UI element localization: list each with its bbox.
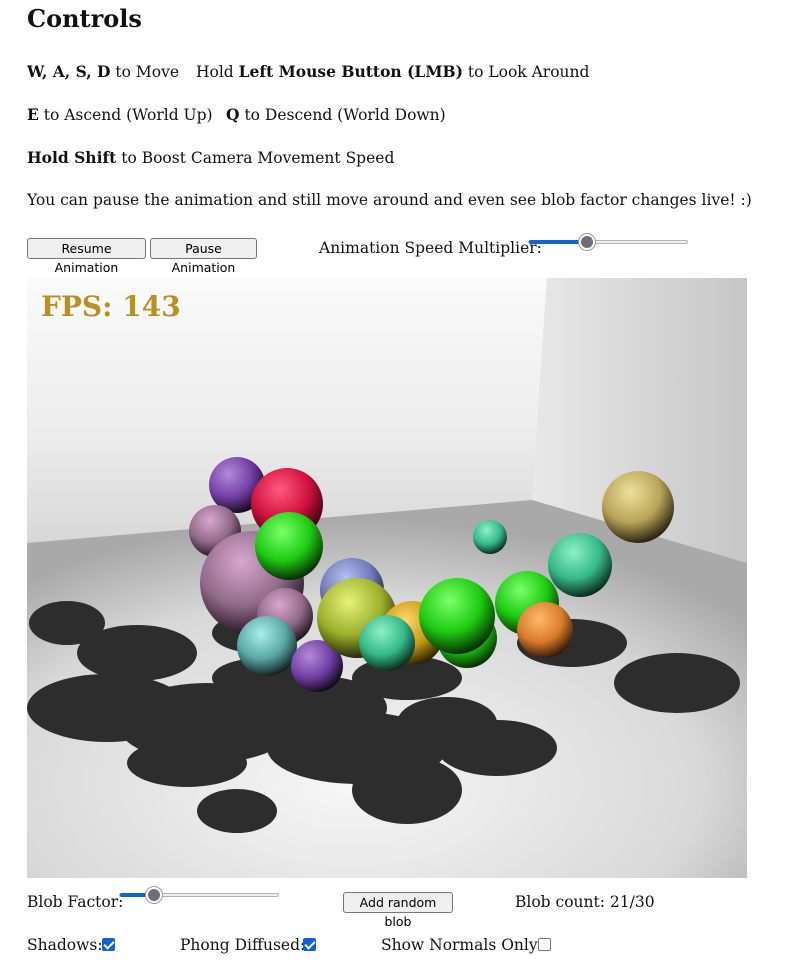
move-instructions: W, A, S, D to Move (27, 62, 179, 81)
scene-render (27, 278, 747, 878)
look-prefix: Hold (196, 63, 239, 81)
pause-note: You can pause the animation and still mo… (27, 191, 752, 209)
blob-slider-thumb[interactable] (146, 887, 162, 903)
blob-count: Blob count: 21/30 (515, 893, 655, 911)
blob-factor-slider[interactable] (119, 887, 279, 903)
speed-multiplier-label: Animation Speed Multiplier: (319, 239, 542, 257)
shadows-label: Shadows: (27, 936, 103, 954)
page-title: Controls (27, 4, 142, 33)
move-keys: W, A, S, D (27, 62, 111, 81)
blob-slider-fill (120, 893, 154, 897)
resume-animation-button[interactable]: Resume Animation (27, 238, 146, 275)
add-random-blob-button[interactable]: Add random blob (343, 892, 453, 929)
phong-diffused-checkbox[interactable] (303, 938, 316, 951)
show-normals-label: Show Normals Only: (381, 936, 543, 954)
ascend-text: to Ascend (World Up) (38, 106, 213, 124)
speed-slider-fill (529, 240, 587, 244)
phong-diffused-label: Phong Diffused: (180, 936, 306, 954)
descend-text: to Descend (World Down) (239, 106, 446, 124)
boost-instructions: Hold Shift to Boost Camera Movement Spee… (27, 148, 394, 167)
pause-animation-button[interactable]: Pause Animation (150, 238, 257, 275)
render-viewport[interactable]: FPS: 143 (27, 278, 747, 878)
look-text: to Look Around (462, 63, 590, 81)
ascend-instructions: E to Ascend (World Up) (27, 105, 213, 124)
move-text: to Move (110, 63, 180, 81)
speed-slider-thumb[interactable] (579, 234, 595, 250)
descend-key: Q (226, 105, 240, 124)
fps-counter: FPS: 143 (41, 290, 181, 323)
look-instructions: Hold Left Mouse Button (LMB) to Look Aro… (196, 62, 589, 81)
shadows-checkbox[interactable] (102, 938, 115, 951)
show-normals-checkbox[interactable] (538, 938, 551, 951)
boost-key: Hold Shift (27, 148, 117, 167)
look-button-key: Left Mouse Button (LMB) (238, 62, 463, 81)
blob-factor-label: Blob Factor: (27, 893, 124, 911)
ascend-key: E (27, 105, 39, 124)
descend-instructions: Q to Descend (World Down) (226, 105, 446, 124)
speed-multiplier-slider[interactable] (528, 234, 688, 250)
boost-text: to Boost Camera Movement Speed (116, 149, 395, 167)
